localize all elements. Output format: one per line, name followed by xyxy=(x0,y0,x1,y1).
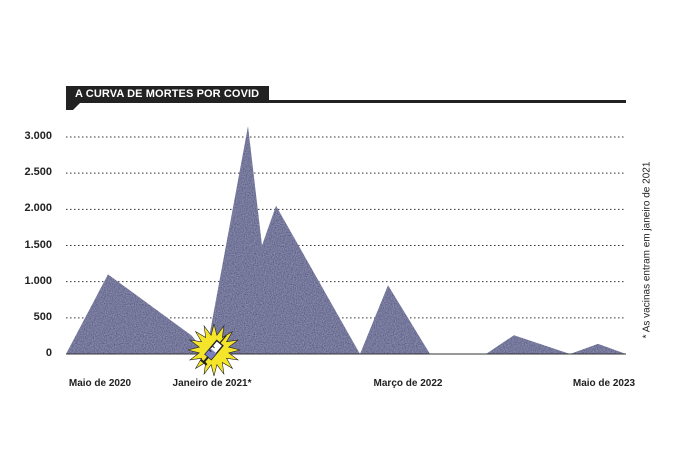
footnote: * As vacinas entram em janeiro de 2021 xyxy=(641,161,653,339)
y-tick-label: 2.500 xyxy=(24,166,52,179)
syringe-part xyxy=(208,349,212,353)
syringe-part xyxy=(200,358,208,366)
area-series xyxy=(66,126,626,354)
y-tick-label: 1.500 xyxy=(24,238,52,251)
syringe-part xyxy=(202,356,209,363)
syringe-part xyxy=(219,335,227,344)
grid-lines xyxy=(66,136,626,319)
x-tick-label: Março de 2022 xyxy=(373,378,443,389)
y-tick-label: 3.000 xyxy=(24,130,52,142)
y-tick-label: 1.000 xyxy=(24,274,52,287)
y-tick-label: 500 xyxy=(33,310,52,323)
x-tick-label: Maio de 2023 xyxy=(572,378,636,389)
chart-title: A CURVA DE MORTES POR COVID xyxy=(66,86,270,103)
syringe-starburst-icon xyxy=(187,323,241,377)
x-tick-label: Maio de 2020 xyxy=(68,378,132,389)
title-rule xyxy=(66,100,626,103)
title-notch xyxy=(66,103,80,110)
syringe-part xyxy=(211,345,215,349)
y-tick-label: 2.000 xyxy=(24,202,52,215)
x-tick-label: Janeiro de 2021* xyxy=(172,378,252,389)
area-mark xyxy=(66,126,626,354)
y-tick-label: 0 xyxy=(45,347,52,359)
syringe-icon xyxy=(200,335,227,366)
syringe-part xyxy=(205,348,217,360)
